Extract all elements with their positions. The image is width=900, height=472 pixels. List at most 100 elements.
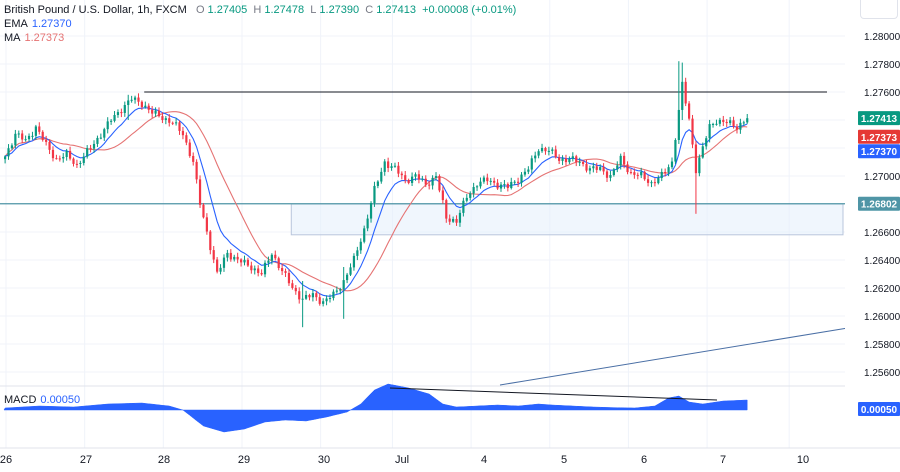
- candle[interactable]: [45, 135, 48, 146]
- candle[interactable]: [486, 173, 489, 185]
- candle[interactable]: [373, 181, 376, 207]
- candle[interactable]: [277, 256, 280, 271]
- candle[interactable]: [120, 108, 123, 118]
- candle[interactable]: [205, 213, 208, 235]
- candle[interactable]: [729, 116, 732, 126]
- candle[interactable]: [127, 94, 130, 120]
- candle[interactable]: [428, 181, 431, 190]
- candle[interactable]: [718, 117, 721, 127]
- candle[interactable]: [110, 119, 113, 125]
- candle[interactable]: [715, 119, 718, 126]
- candle[interactable]: [688, 101, 691, 121]
- candle[interactable]: [417, 170, 421, 184]
- candle[interactable]: [335, 286, 338, 294]
- macd-area[interactable]: [3, 383, 748, 433]
- candle[interactable]: [568, 156, 571, 164]
- candle[interactable]: [154, 107, 157, 117]
- candle[interactable]: [595, 162, 598, 173]
- candle[interactable]: [89, 144, 92, 153]
- candle[interactable]: [561, 155, 564, 166]
- candle[interactable]: [236, 252, 239, 264]
- candle[interactable]: [585, 159, 588, 173]
- ema-line[interactable]: [4, 107, 748, 297]
- candle[interactable]: [517, 177, 520, 187]
- candle[interactable]: [503, 179, 506, 189]
- candle[interactable]: [352, 253, 356, 271]
- candle[interactable]: [462, 197, 465, 217]
- candle[interactable]: [400, 171, 403, 180]
- candle[interactable]: [455, 215, 458, 226]
- candle[interactable]: [452, 216, 455, 223]
- candle[interactable]: [318, 293, 321, 306]
- candle[interactable]: [527, 166, 530, 175]
- candle[interactable]: [605, 169, 609, 183]
- trend-line[interactable]: [499, 325, 861, 386]
- candle[interactable]: [626, 161, 629, 175]
- candle[interactable]: [14, 129, 17, 149]
- candle[interactable]: [667, 164, 670, 177]
- candle[interactable]: [219, 264, 222, 275]
- candle[interactable]: [592, 162, 595, 173]
- candle[interactable]: [691, 114, 694, 149]
- candle[interactable]: [298, 287, 301, 304]
- candle[interactable]: [38, 122, 41, 135]
- candle[interactable]: [209, 230, 212, 255]
- candle[interactable]: [739, 118, 742, 134]
- support-zone-box[interactable]: [290, 203, 844, 236]
- candle[interactable]: [698, 154, 701, 177]
- candle[interactable]: [68, 146, 72, 161]
- candle[interactable]: [157, 107, 161, 118]
- candle[interactable]: [581, 160, 585, 167]
- candle[interactable]: [226, 249, 229, 262]
- candle[interactable]: [558, 154, 561, 165]
- candle[interactable]: [643, 170, 646, 181]
- candle[interactable]: [441, 186, 444, 204]
- chart-corner-button[interactable]: [860, 0, 898, 19]
- candle[interactable]: [308, 293, 311, 301]
- candle[interactable]: [506, 182, 509, 192]
- candle[interactable]: [469, 191, 472, 201]
- candle[interactable]: [701, 142, 704, 159]
- candle[interactable]: [646, 175, 650, 187]
- candle[interactable]: [92, 140, 96, 153]
- candle[interactable]: [657, 175, 660, 185]
- candle[interactable]: [397, 162, 400, 178]
- candle[interactable]: [34, 124, 37, 140]
- candle[interactable]: [414, 172, 417, 181]
- candle[interactable]: [315, 290, 318, 301]
- candle[interactable]: [96, 135, 99, 147]
- candle[interactable]: [465, 194, 468, 203]
- candle[interactable]: [270, 253, 273, 265]
- macd-legend[interactable]: MACD 0.00050: [4, 394, 80, 406]
- candle[interactable]: [612, 167, 615, 177]
- candle[interactable]: [164, 115, 167, 125]
- candle[interactable]: [144, 101, 147, 109]
- candle[interactable]: [458, 209, 462, 227]
- candle[interactable]: [619, 153, 622, 170]
- candle[interactable]: [513, 180, 516, 185]
- candle[interactable]: [588, 165, 592, 175]
- candle[interactable]: [404, 171, 407, 184]
- candle[interactable]: [602, 163, 605, 175]
- candle[interactable]: [633, 168, 636, 179]
- candle[interactable]: [575, 154, 578, 167]
- candle[interactable]: [41, 130, 44, 142]
- candle[interactable]: [161, 112, 164, 124]
- candle[interactable]: [10, 143, 14, 150]
- candle[interactable]: [711, 122, 715, 128]
- candle[interactable]: [284, 268, 287, 277]
- candle[interactable]: [564, 154, 568, 166]
- candle[interactable]: [233, 254, 236, 262]
- candle[interactable]: [725, 119, 728, 128]
- candle[interactable]: [212, 246, 215, 264]
- candle[interactable]: [537, 149, 540, 159]
- candle[interactable]: [523, 168, 527, 177]
- candle[interactable]: [609, 170, 612, 182]
- candle[interactable]: [732, 116, 735, 129]
- candle[interactable]: [708, 119, 711, 143]
- candle[interactable]: [496, 179, 499, 190]
- macd-trend-line[interactable]: [389, 387, 718, 401]
- candle[interactable]: [551, 147, 554, 155]
- candle[interactable]: [17, 130, 20, 138]
